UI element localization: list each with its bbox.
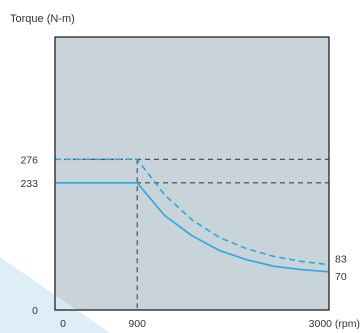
torque-curve-dashed bbox=[55, 158, 330, 266]
plot-frame bbox=[54, 36, 330, 311]
end-value-label: 70 bbox=[335, 271, 347, 283]
torque-curve-solid bbox=[55, 182, 330, 273]
x-tick-label: 3000 (rpm) bbox=[309, 318, 360, 330]
x-tick-label: 900 bbox=[128, 318, 146, 330]
x-tick-label: 0 bbox=[60, 318, 66, 330]
end-value-label: 83 bbox=[335, 254, 347, 266]
y-tick-label: 276 bbox=[20, 154, 38, 166]
y-tick-label: 233 bbox=[20, 178, 38, 190]
y-axis-label: Torque (N-m) bbox=[10, 13, 75, 25]
y-tick-label: 0 bbox=[32, 305, 38, 317]
plot-area bbox=[55, 37, 329, 310]
